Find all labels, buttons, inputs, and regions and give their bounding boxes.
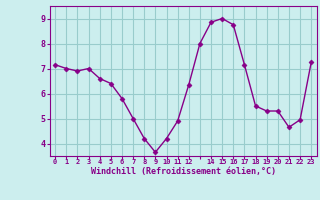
X-axis label: Windchill (Refroidissement éolien,°C): Windchill (Refroidissement éolien,°C) (91, 167, 276, 176)
